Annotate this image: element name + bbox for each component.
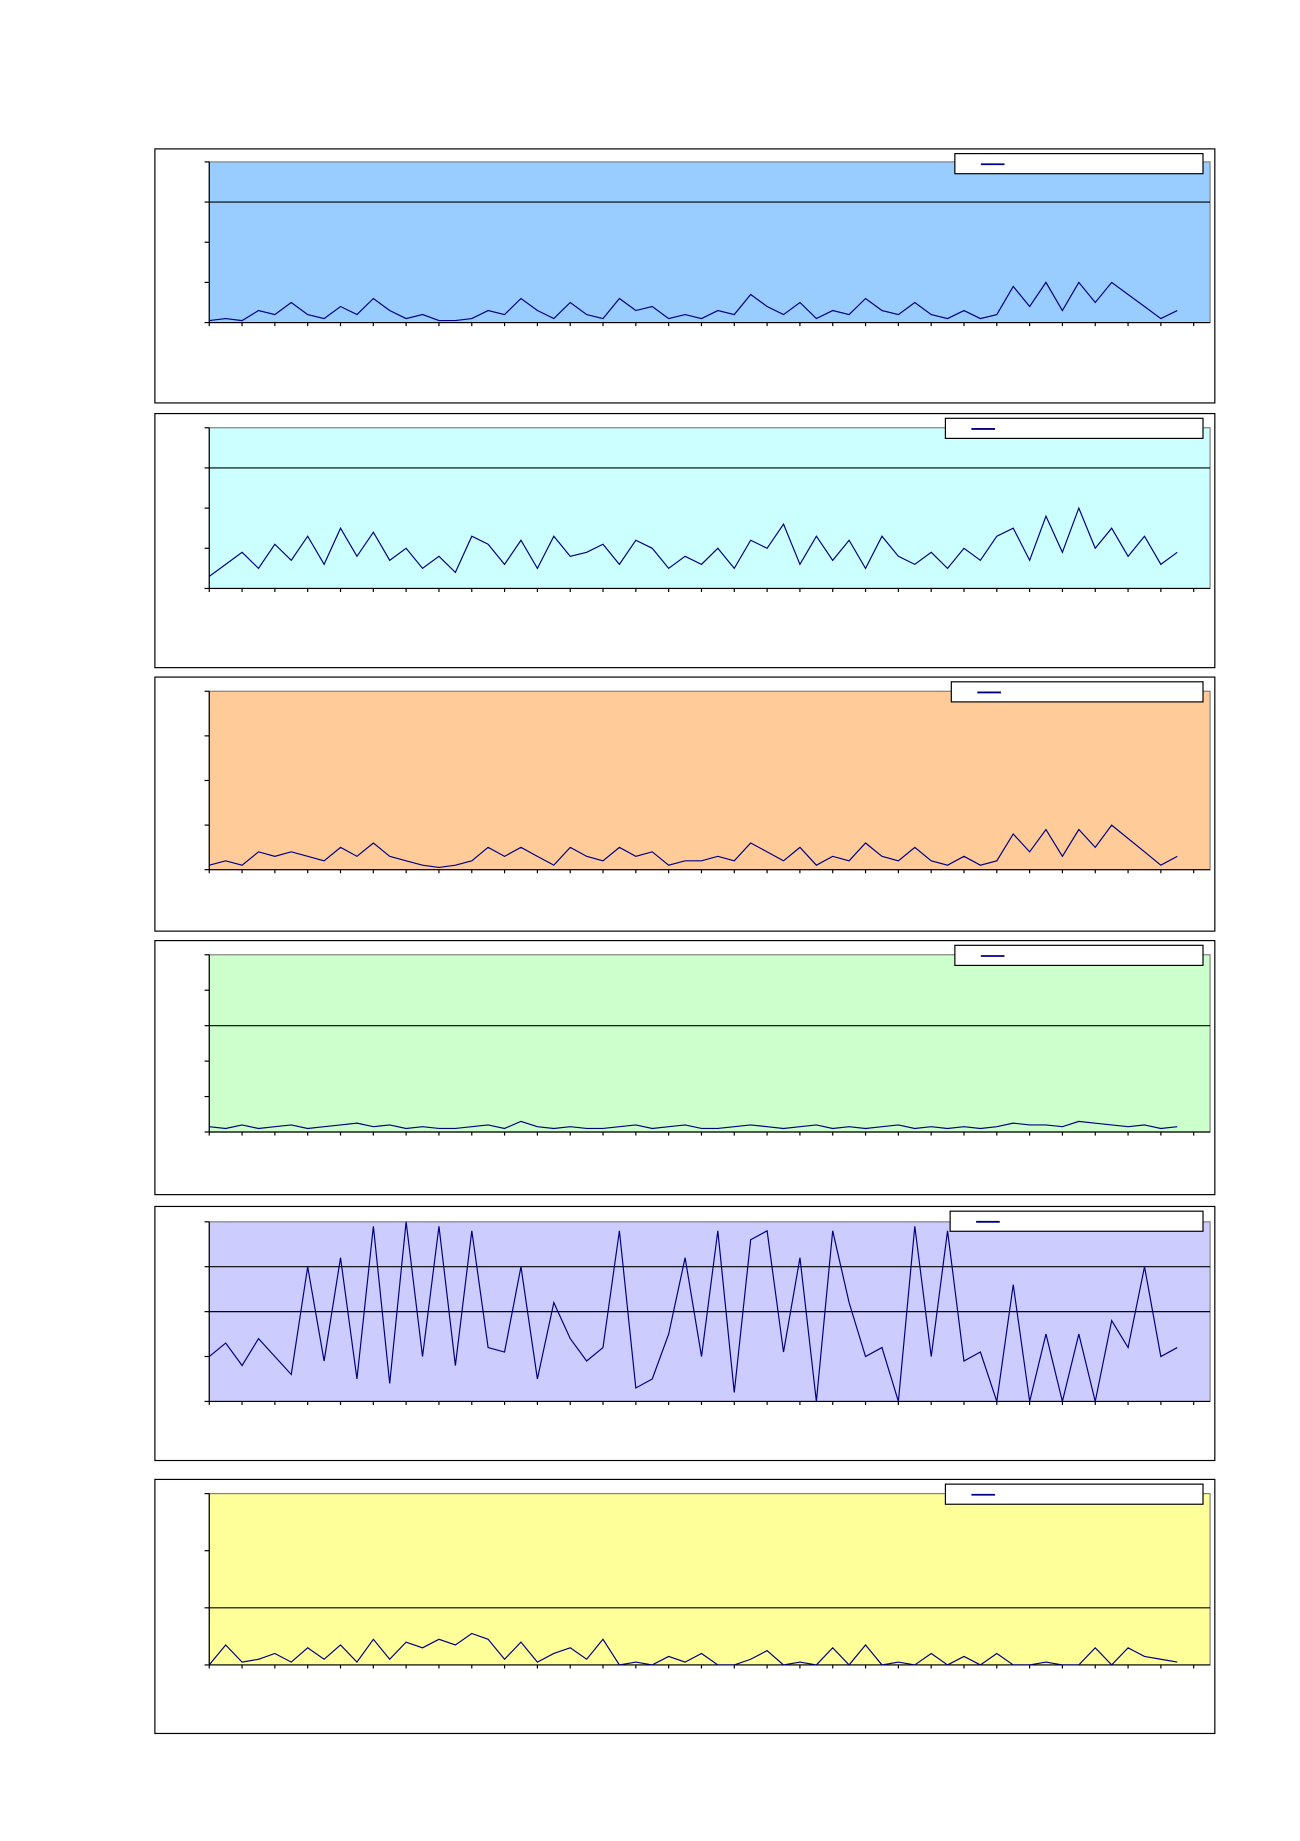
data-line xyxy=(209,824,1178,869)
plot-area xyxy=(208,690,1211,871)
legend xyxy=(949,1210,1204,1232)
legend xyxy=(954,944,1204,966)
data-line xyxy=(209,1120,1178,1130)
legend xyxy=(944,417,1204,439)
plot-area xyxy=(208,954,1211,1133)
data-line xyxy=(208,1632,1178,1666)
data-line xyxy=(208,506,1178,577)
plot-area xyxy=(208,1493,1211,1666)
data-line xyxy=(208,1221,1178,1402)
legend xyxy=(944,1483,1204,1505)
legend xyxy=(950,681,1204,703)
plot-area xyxy=(208,427,1211,590)
data-line xyxy=(209,281,1178,322)
plot-area xyxy=(208,161,1211,324)
legend xyxy=(954,153,1204,175)
